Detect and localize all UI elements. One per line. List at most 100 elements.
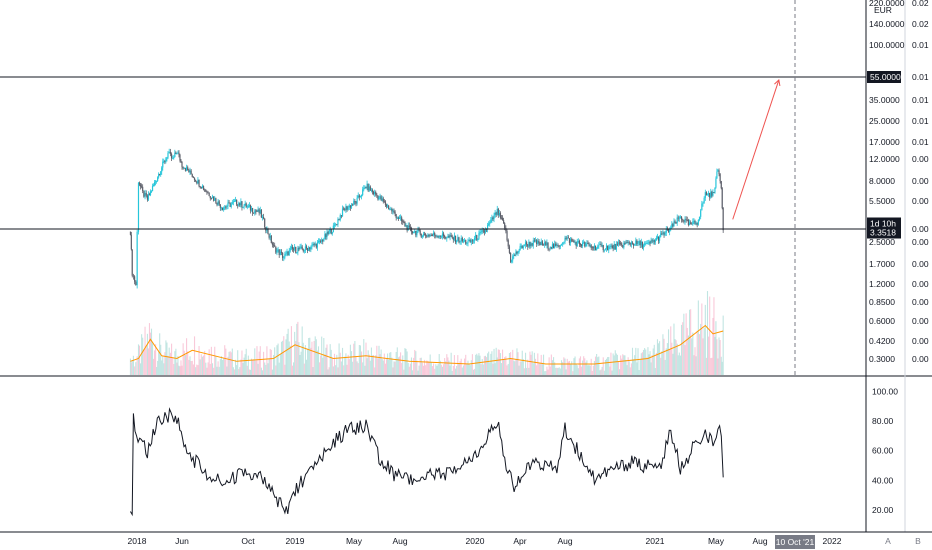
candle-body [166, 157, 168, 159]
candle-body [165, 158, 167, 162]
candle-body [163, 160, 165, 162]
candle-body [436, 235, 438, 237]
candle-body [132, 275, 135, 277]
candle-body [636, 240, 638, 244]
volume-bar [259, 346, 261, 375]
corner-button-b[interactable]: B [915, 536, 921, 546]
candle-body [148, 194, 151, 196]
volume-bar [213, 367, 215, 375]
time-axis[interactable]: 2018 Jun Oct 2019 May Aug 2020 Apr Aug 2021 May Aug… [128, 536, 842, 546]
candle-body [417, 229, 419, 232]
candle-body [575, 241, 577, 246]
horizontal-lines[interactable] [0, 76, 866, 230]
candle-body [278, 249, 280, 256]
candle-body [396, 217, 398, 219]
volume-bar [186, 338, 188, 375]
volume-bar [540, 354, 542, 375]
volume-bar [670, 326, 672, 375]
candle-body [290, 246, 293, 249]
volume-bar [158, 351, 160, 375]
volume-bar [410, 357, 413, 375]
volume-bar [538, 363, 540, 375]
candle-body [316, 242, 319, 248]
candle-body [617, 242, 620, 245]
secondary-tick-label: 0.01 [912, 72, 929, 82]
volume-bar [404, 348, 406, 375]
volume-bar [343, 365, 345, 375]
volume-bar [445, 361, 447, 375]
candle-body [303, 250, 305, 252]
volume-bar [624, 355, 626, 375]
candle-body [554, 243, 556, 248]
volume-bar [271, 369, 273, 375]
candle-body [357, 195, 359, 198]
volume-bar [636, 362, 638, 375]
candle-body [151, 186, 154, 192]
candle-body [353, 201, 355, 205]
volume-bar [276, 345, 278, 375]
candle-body [206, 191, 208, 193]
candle-body [314, 243, 316, 246]
volume-bar [224, 345, 226, 375]
candle-body [674, 221, 676, 223]
volume-bar [154, 350, 156, 375]
candle-body [197, 179, 199, 184]
candle-body [397, 217, 399, 219]
candle-body [471, 240, 473, 242]
candle-body [669, 229, 671, 232]
candle-body [679, 216, 682, 218]
volume-bar [608, 356, 610, 375]
candle-body [137, 182, 140, 232]
volume-bar [289, 345, 291, 375]
candle-body [376, 194, 378, 196]
candle-body [298, 248, 300, 250]
candle-body [625, 242, 627, 244]
candle-body [288, 250, 290, 256]
candle-body [223, 207, 225, 210]
candle-body [349, 205, 351, 208]
candle-body [644, 243, 646, 245]
volume-bar [295, 340, 297, 375]
candle-body [261, 217, 264, 218]
candle-body [368, 186, 370, 191]
projection-arrow-line[interactable] [732, 79, 780, 220]
volume-bar [682, 322, 684, 375]
volume-bar [418, 365, 420, 375]
secondary-tick-label: 0.00 [912, 237, 929, 247]
candle-body [371, 189, 374, 192]
candle-body [608, 246, 610, 251]
candle-body [675, 222, 677, 224]
volume-bar [141, 334, 143, 375]
volume-bar [495, 347, 497, 375]
volume-bar [487, 353, 489, 375]
volume-bar [466, 363, 468, 375]
time-tick-label: 2020 [466, 536, 485, 546]
volume-bar [628, 361, 630, 375]
candle-body [556, 245, 558, 246]
volume-bar [656, 339, 659, 375]
volume-bar [685, 313, 687, 375]
candle-body [416, 231, 418, 236]
volume-bar [435, 364, 437, 375]
price-axis[interactable]: 220.0000 140.0000 100.0000 35.0000 25.0000 17… [869, 0, 905, 364]
volume-bar [586, 360, 588, 375]
volume-bar [678, 352, 680, 375]
candle-body [583, 242, 585, 244]
volume-bar [620, 355, 622, 375]
volume-bar [603, 370, 605, 375]
candle-body [220, 207, 223, 209]
volume-bar [661, 351, 663, 375]
volume-bar [703, 327, 705, 375]
volume-bar [623, 355, 625, 375]
volume-bar [288, 341, 290, 375]
oscillator-axis[interactable]: 100.00 80.00 60.00 40.00 20.00 [872, 386, 898, 515]
candle-body [239, 203, 241, 206]
volume-bar [660, 357, 662, 375]
volume-bar [377, 358, 379, 375]
candle-body [444, 235, 446, 238]
candle-body [428, 234, 430, 237]
corner-button-a[interactable]: A [885, 536, 891, 546]
candle-body [370, 189, 373, 191]
volume-bar [677, 355, 679, 375]
